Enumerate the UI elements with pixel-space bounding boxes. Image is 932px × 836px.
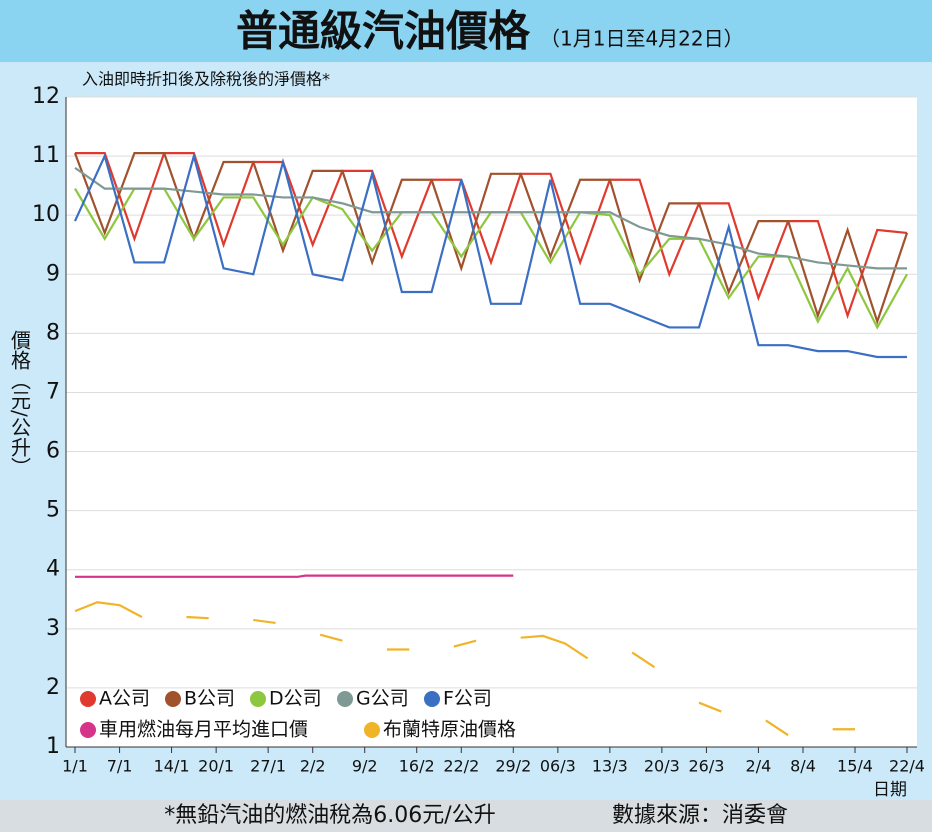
y-tick-label: 2: [46, 675, 60, 700]
y-tick-label: 10: [32, 202, 60, 227]
legend-marker: [80, 691, 96, 707]
legend-label: 布蘭特原油價格: [383, 719, 516, 741]
x-tick-label: 29/2: [495, 757, 531, 776]
x-tick-label: 7/1: [107, 757, 133, 776]
y-axis-label: 價格（元/公升）: [8, 330, 32, 477]
series-line: [74, 601, 855, 737]
x-axis-label: 日期: [873, 780, 907, 800]
x-tick-label: 15/4: [837, 757, 873, 776]
x-tick-label: 13/3: [592, 757, 628, 776]
y-tick-label: 7: [46, 379, 60, 404]
y-tick-label: 11: [32, 143, 60, 168]
plot-area: [66, 97, 917, 747]
y-tick-label: 4: [46, 557, 60, 582]
title-note: （1月1日至4月22日）: [540, 27, 744, 51]
footer-bar: [0, 800, 932, 832]
series-line: [73, 151, 907, 359]
legend-label: B公司: [184, 688, 235, 710]
x-tick-label: 20/3: [644, 757, 680, 776]
y-tick-label: 5: [46, 498, 60, 523]
legend-label: 車用燃油每月平均進口價: [99, 719, 308, 741]
y-tick-label: 1: [46, 734, 60, 759]
x-tick-label: 22/2: [443, 757, 479, 776]
x-tick-label: 9/2: [352, 757, 378, 776]
x-tick-label: 27/1: [250, 757, 286, 776]
legend-marker: [424, 691, 440, 707]
title-bar: [0, 0, 932, 62]
chart-title: 普通級汽油價格: [236, 7, 531, 56]
subtitle: 入油即時折扣後及除稅後的淨價格*: [82, 70, 330, 89]
source: 數據來源：消委會: [612, 803, 788, 828]
x-tick-label: 1/1: [62, 757, 88, 776]
series-line: [75, 574, 514, 578]
y-tick-label: 12: [32, 84, 60, 109]
x-tick-label: 2/4: [746, 757, 772, 776]
legend-marker: [364, 722, 380, 738]
y-tick-label: 9: [46, 261, 60, 286]
legend-label: A公司: [99, 688, 150, 710]
x-tick-label: 06/3: [540, 757, 576, 776]
legend-marker: [337, 691, 353, 707]
x-tick-label: 22/4: [889, 757, 925, 776]
legend-marker: [80, 722, 96, 738]
legend-label: F公司: [443, 688, 492, 710]
legend-label: G公司: [356, 688, 409, 710]
series-line: [74, 167, 907, 270]
x-tick-label: 26/3: [688, 757, 724, 776]
y-tick-label: 6: [46, 439, 60, 464]
x-tick-label: 2/2: [300, 757, 326, 776]
x-tick-label: 16/2: [399, 757, 435, 776]
x-tick-label: 20/1: [198, 757, 234, 776]
legend-label: D公司: [269, 688, 322, 710]
legend-marker: [165, 691, 181, 707]
x-tick-label: 8/4: [790, 757, 816, 776]
x-tick-label: 14/1: [154, 757, 190, 776]
y-tick-label: 8: [46, 320, 60, 345]
legend-marker: [250, 691, 266, 707]
series-line: [75, 152, 908, 320]
y-tick-label: 3: [46, 616, 60, 641]
series-line: [73, 152, 909, 326]
footnote: *無鉛汽油的燃油稅為6.06元/公升: [164, 803, 495, 828]
